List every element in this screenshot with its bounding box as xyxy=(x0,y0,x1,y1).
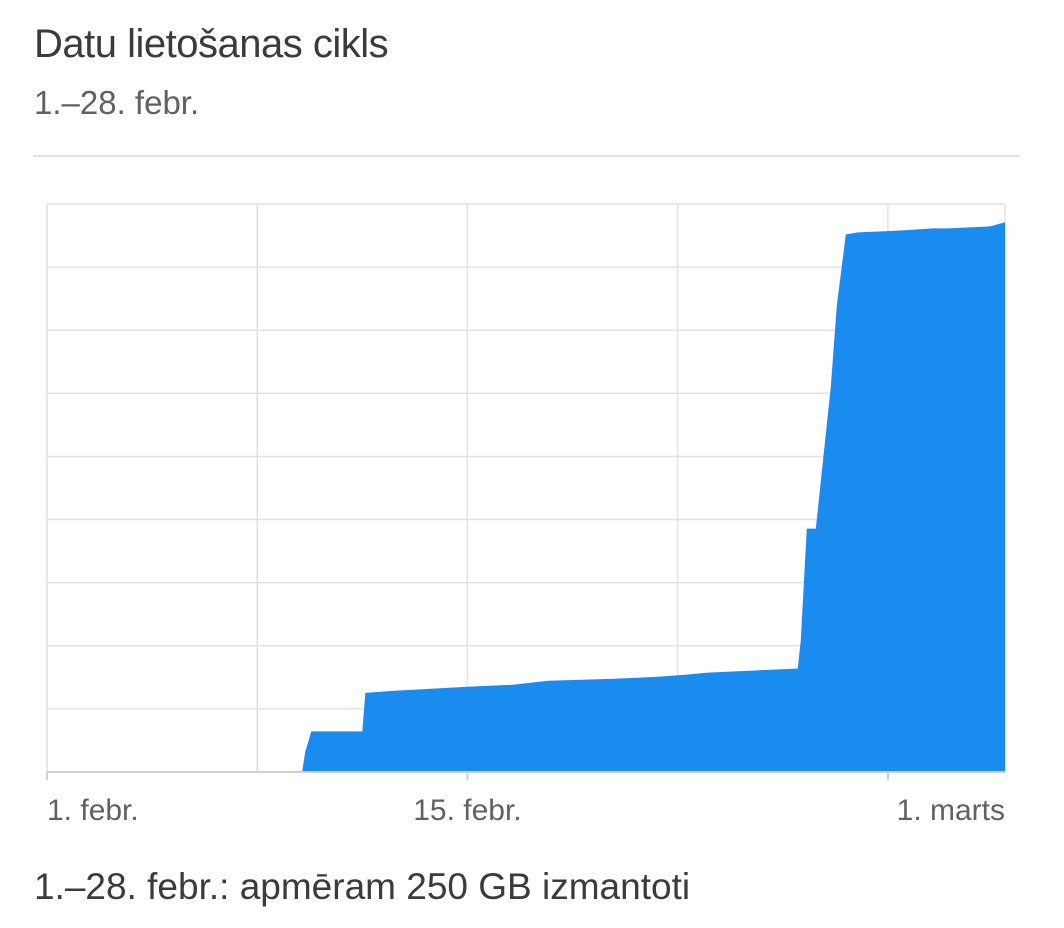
x-tick-label: 1. marts xyxy=(897,794,1005,827)
usage-area xyxy=(260,222,1006,772)
usage-chart: 1. febr. 15. febr. 1. marts xyxy=(46,203,1006,827)
cycle-date-range: 1.–28. febr. xyxy=(34,84,200,121)
usage-summary: 1.–28. febr.: apmēram 250 GB izmantoti xyxy=(34,866,691,907)
x-tick-label: 15. febr. xyxy=(413,794,521,827)
x-tick-label: 1. febr. xyxy=(47,794,139,827)
divider xyxy=(33,155,1020,157)
usage-chart-svg: 1. febr. 15. febr. 1. marts xyxy=(46,203,1006,827)
page-title: Datu lietošanas cikls xyxy=(34,22,389,66)
